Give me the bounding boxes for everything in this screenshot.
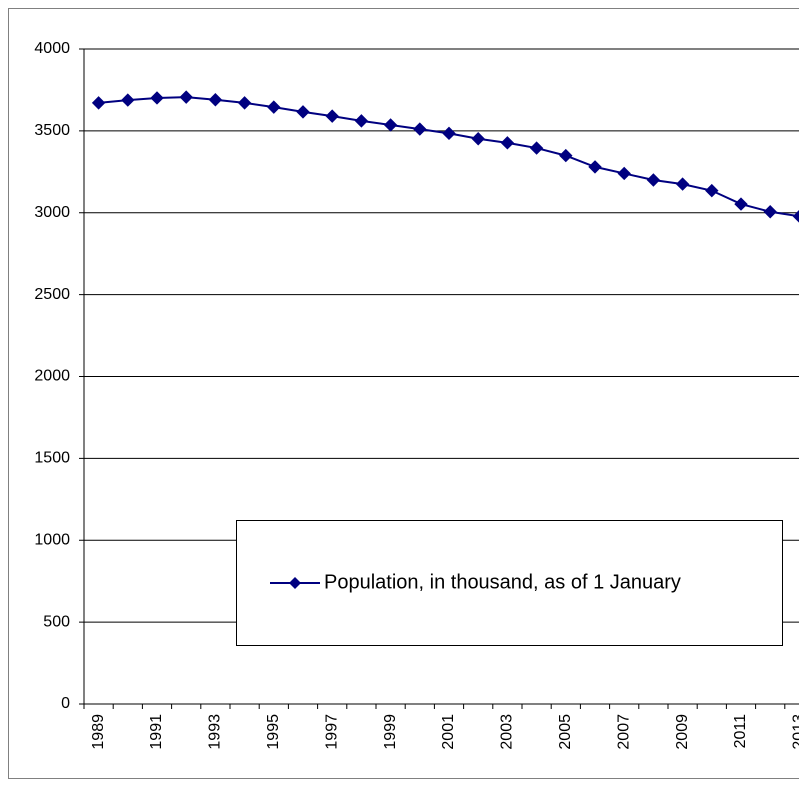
y-tick-label: 2000 — [34, 368, 70, 385]
x-tick-label: 2003 — [499, 714, 516, 750]
data-point — [559, 148, 573, 163]
data-point — [354, 114, 369, 128]
data-point — [617, 166, 631, 181]
data-point — [121, 93, 135, 107]
legend-box — [236, 520, 783, 646]
legend: Population, in thousand, as of 1 January — [236, 520, 783, 646]
legend-marker — [289, 577, 301, 589]
x-tick-label: 2005 — [557, 714, 574, 750]
y-tick-label: 0 — [61, 695, 70, 712]
data-point — [413, 122, 427, 136]
y-tick-label: 3000 — [34, 204, 70, 221]
data-point — [588, 160, 602, 174]
x-tick-label: 1999 — [382, 714, 399, 750]
x-tick-label: 1995 — [265, 714, 282, 750]
data-point — [208, 93, 223, 107]
x-tick-label: 1991 — [148, 714, 165, 750]
x-tick-label: 2011 — [732, 714, 749, 749]
y-tick-label: 3500 — [34, 122, 70, 139]
y-tick-label: 1000 — [34, 531, 70, 548]
x-tick-label: 2007 — [615, 714, 632, 750]
data-point — [150, 91, 164, 105]
y-tick-label: 1500 — [34, 450, 70, 467]
data-point — [383, 118, 398, 132]
data-point — [500, 136, 515, 150]
y-tick-label: 2500 — [34, 286, 70, 303]
y-tick-label: 4000 — [34, 40, 70, 57]
data-point — [471, 132, 485, 146]
data-point — [91, 96, 106, 110]
data-point — [237, 96, 252, 110]
data-point — [179, 90, 193, 104]
data-point — [763, 205, 777, 219]
data-point — [325, 109, 339, 123]
x-tick-label: 1989 — [90, 714, 107, 750]
data-point — [646, 173, 661, 187]
data-point — [734, 197, 748, 211]
data-point — [705, 183, 719, 198]
data-point — [675, 177, 690, 191]
x-tick-label: 2009 — [674, 714, 691, 750]
x-tick-label: 1997 — [323, 714, 340, 750]
data-point — [267, 100, 281, 114]
data-point — [296, 105, 310, 119]
x-tick-label: 2001 — [440, 714, 457, 750]
y-tick-label: 500 — [43, 613, 70, 630]
x-tick-label: 1993 — [207, 714, 224, 750]
data-point — [529, 141, 544, 155]
chart-frame — [8, 8, 799, 779]
x-tick-label: 2013 — [791, 714, 799, 750]
legend-label: Population, in thousand, as of 1 January — [324, 571, 681, 593]
data-point — [792, 210, 799, 223]
data-point — [442, 126, 456, 141]
